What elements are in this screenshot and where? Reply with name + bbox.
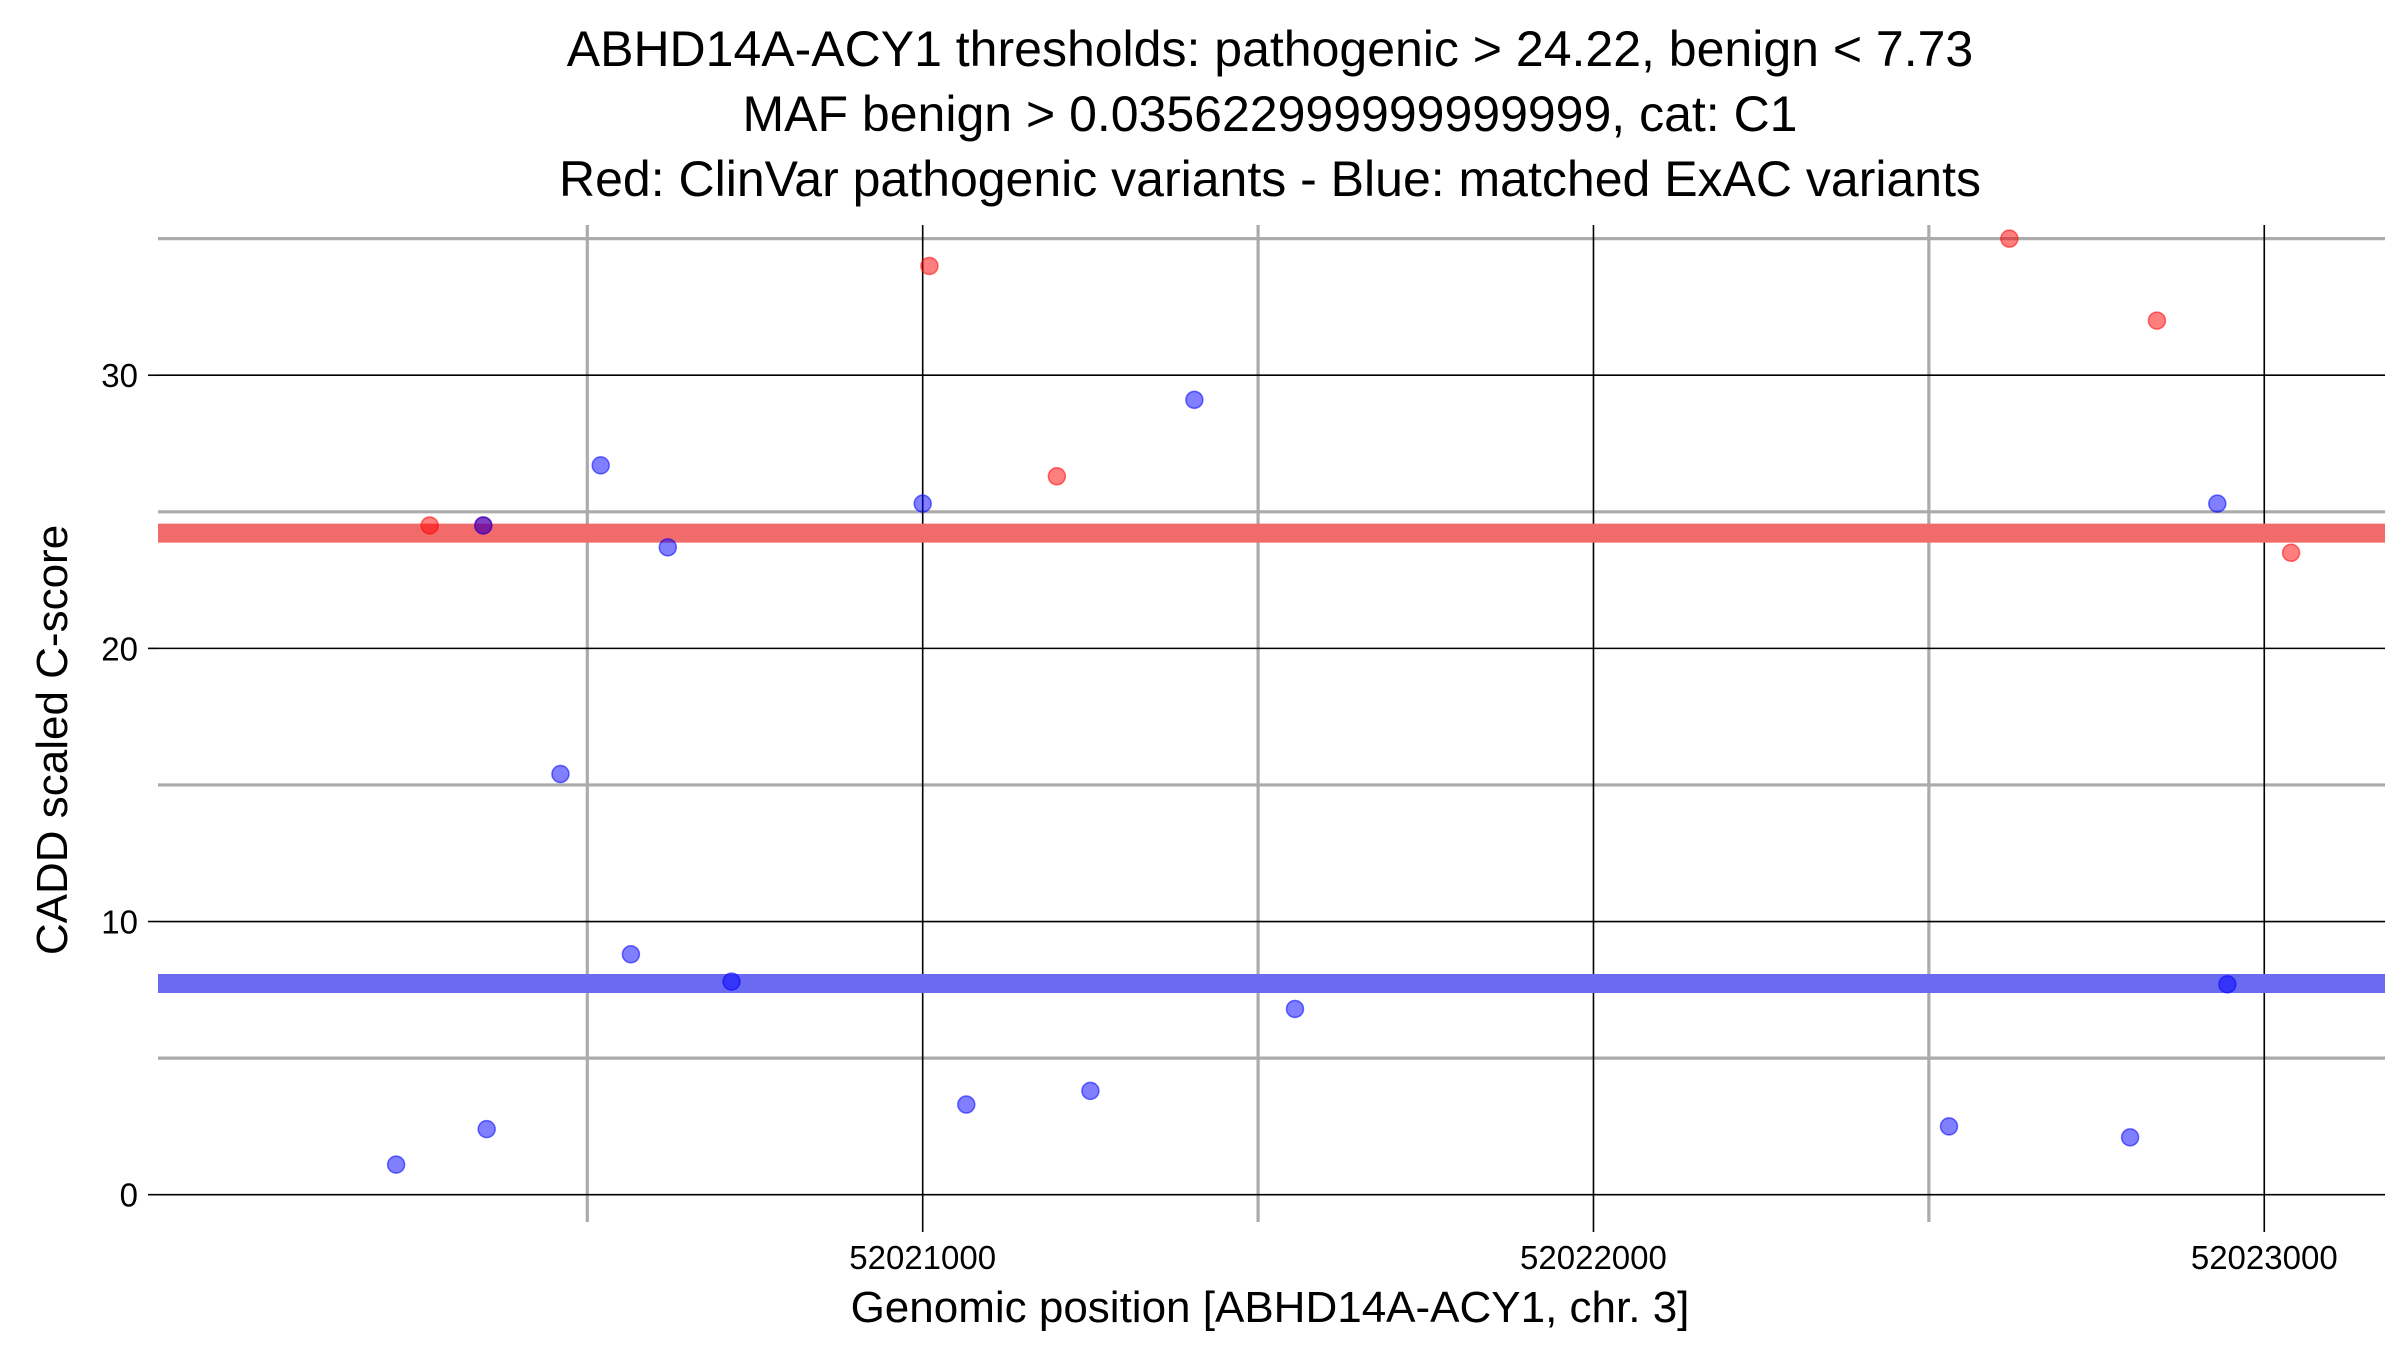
exac-variant-point (1081, 1081, 1100, 1101)
exac-variant-point (957, 1095, 976, 1114)
data-points (386, 229, 2301, 1174)
exac-variant-point (2120, 1128, 2140, 1147)
x-tick-label: 52021000 (849, 1239, 996, 1276)
clinvar-variant-point (2000, 229, 2019, 248)
exac-variant-point (621, 945, 641, 964)
exac-variant-point (591, 456, 610, 475)
clinvar-variant-point (2147, 311, 2167, 330)
clinvar-variant-point (420, 516, 439, 535)
x-axis-label: Genomic position [ABHD14A-ACY1, chr. 3] (851, 1283, 1690, 1332)
title-line-1: ABHD14A-ACY1 thresholds: pathogenic > 24… (567, 21, 1974, 77)
y-tick-label: 0 (120, 1177, 138, 1214)
exac-variant-point (551, 764, 570, 784)
threshold-lines (158, 523, 2385, 994)
clinvar-variant-point (920, 256, 939, 276)
y-axis-label: CADD scaled C-score (28, 525, 77, 955)
y-tick-label: 10 (101, 904, 138, 941)
exac-variant-point (722, 972, 741, 991)
title-line-2: MAF benign > 0.035622999999999999, cat: … (743, 86, 1798, 142)
title-line-3: Red: ClinVar pathogenic variants - Blue:… (559, 151, 1981, 207)
exac-variant-point (1185, 390, 1204, 410)
axes: 0 10 20 30 52021000 52022000 52023000 (101, 357, 2337, 1276)
clinvar-variant-point (2281, 543, 2301, 563)
exac-variant-point (1939, 1117, 1959, 1136)
exac-variant-point (474, 516, 493, 535)
grid (158, 225, 2385, 1222)
clinvar-variant-point (1047, 467, 1067, 486)
exac-variant-point (386, 1155, 406, 1174)
exac-variant-point (2208, 494, 2227, 513)
x-tick-label: 52023000 (2191, 1239, 2338, 1276)
exac-variant-point (658, 538, 678, 557)
y-tick-label: 20 (101, 630, 138, 667)
exac-variant-point (477, 1119, 496, 1139)
exac-variant-point (2218, 975, 2237, 994)
exac-variant-point (913, 494, 932, 513)
chart-title: ABHD14A-ACY1 thresholds: pathogenic > 24… (559, 21, 1981, 207)
y-tick-label: 30 (101, 357, 138, 394)
x-tick-label: 52022000 (1520, 1239, 1667, 1276)
exac-variant-point (1285, 999, 1305, 1019)
